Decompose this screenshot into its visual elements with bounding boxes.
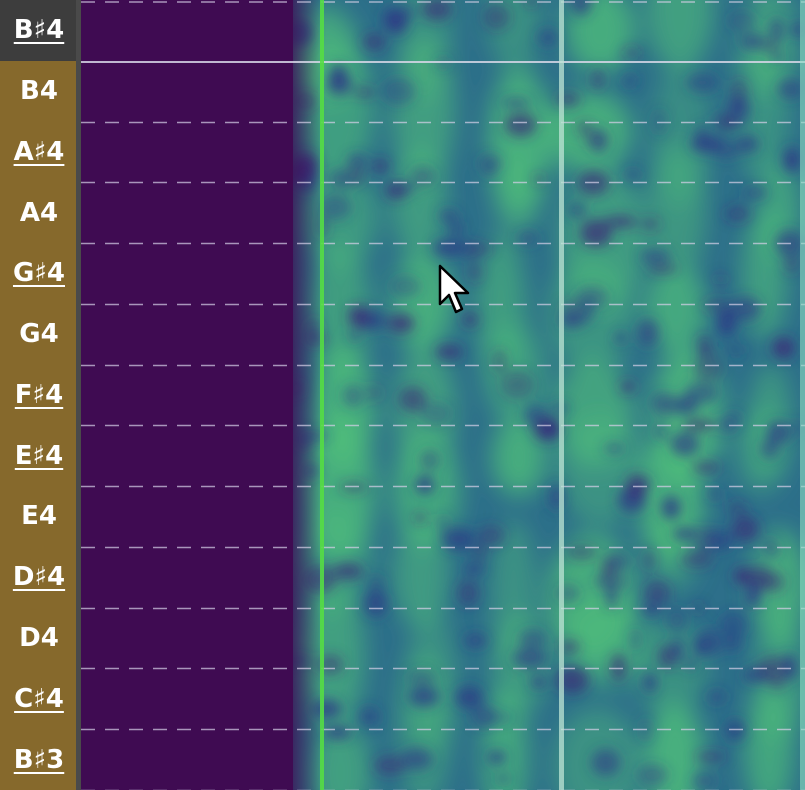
piano-key[interactable]: B4 <box>0 61 78 122</box>
piano-key[interactable]: G4 <box>0 304 78 365</box>
piano-key[interactable]: B♯4 <box>0 0 78 61</box>
spectrogram-view[interactable] <box>81 0 805 790</box>
marker-line[interactable] <box>559 0 564 790</box>
piano-key-label: D♯4 <box>12 562 66 593</box>
right-edge-line <box>800 0 805 790</box>
piano-key-label: B♯4 <box>13 15 65 46</box>
piano-key[interactable]: A4 <box>0 182 78 243</box>
piano-key-label: B4 <box>20 76 58 107</box>
piano-key-label: F♯4 <box>14 379 64 410</box>
piano-key[interactable]: E4 <box>0 486 78 547</box>
piano-key[interactable]: G♯4 <box>0 243 78 304</box>
piano-key[interactable]: A♯4 <box>0 122 78 183</box>
piano-key[interactable]: E♯4 <box>0 425 78 486</box>
piano-key-label: G♯4 <box>12 258 65 289</box>
piano-roll-keys: B♯4 B4 A♯4 A4 G♯4 G4 F♯4 E♯4 E4 D♯4 D4 C♯4 B♯3 <box>0 0 78 790</box>
piano-key-label: A♯4 <box>13 136 65 167</box>
spectrogram-energy <box>81 0 805 790</box>
piano-key-label: D4 <box>19 623 59 654</box>
piano-key[interactable]: D♯4 <box>0 547 78 608</box>
pitch-gridlines <box>81 1 805 790</box>
piano-key-label: B♯3 <box>13 744 65 775</box>
piano-key-label: E4 <box>21 501 57 532</box>
piano-divider <box>76 0 81 790</box>
piano-key-label: G4 <box>19 319 59 350</box>
piano-key-label: C♯4 <box>14 683 64 714</box>
playhead-line[interactable] <box>320 0 324 790</box>
spectrogram-canvas[interactable] <box>81 0 805 790</box>
piano-key-label: E♯4 <box>14 440 64 471</box>
piano-key[interactable]: D4 <box>0 608 78 669</box>
piano-key-label: A4 <box>19 197 59 228</box>
piano-key[interactable]: B♯3 <box>0 729 78 790</box>
piano-key[interactable]: C♯4 <box>0 668 78 729</box>
piano-key[interactable]: F♯4 <box>0 365 78 426</box>
